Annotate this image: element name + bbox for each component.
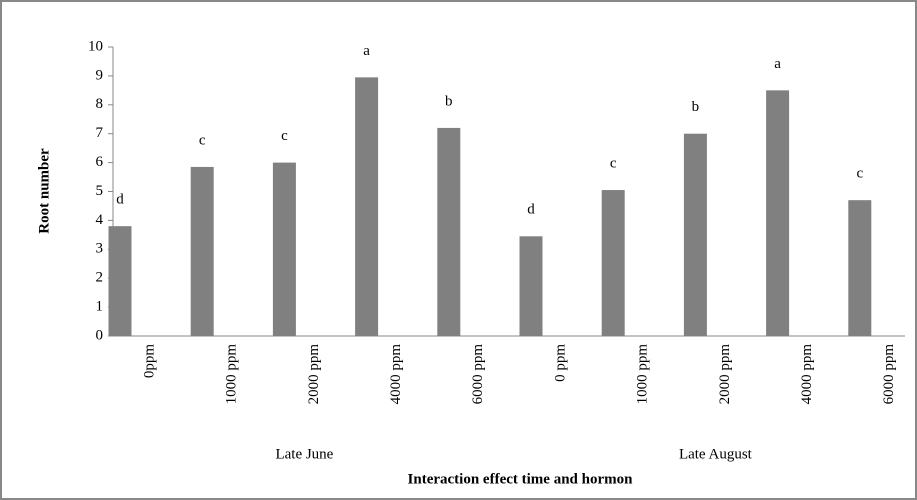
x-tick-label: 2000 ppm [306,344,322,405]
significance-letter: d [116,192,124,208]
x-tick-label: 6000 ppm [470,344,486,405]
significance-letter: b [445,93,453,109]
significance-letter: d [527,202,535,218]
y-tick-label: 10 [88,38,103,54]
bar [848,200,872,336]
significance-letter: c [199,132,206,148]
bar [355,77,379,336]
y-axis-title: Root number [36,148,52,234]
significance-letter: c [610,155,617,171]
y-tick-label: 8 [96,96,104,112]
bar [272,162,296,336]
x-tick-label: 0 ppm [552,344,568,382]
significance-letter: c [856,166,863,182]
y-tick-label: 4 [96,212,104,228]
x-tick-label: 4000 ppm [799,344,815,405]
y-tick-label: 3 [96,241,104,257]
y-tick-label: 7 [96,125,104,141]
group-label: Late June [275,446,333,462]
significance-letter: c [281,128,288,144]
bar [108,226,132,336]
x-tick-label: 0ppm [141,344,157,379]
y-tick-label: 6 [96,154,104,170]
bar [190,166,214,336]
x-tick-label: 4000 ppm [388,344,404,405]
y-tick-label: 9 [96,67,104,83]
bar [766,90,790,336]
y-tick-label: 2 [96,270,104,286]
y-tick-label: 0 [96,327,104,343]
x-axis-title: Interaction effect time and hormon [408,471,634,487]
bar [683,133,707,336]
bar [601,190,625,336]
x-tick-label: 1000 ppm [224,344,240,405]
y-tick-label: 1 [96,299,104,315]
bar [519,236,543,336]
group-label: Late August [679,446,753,462]
significance-letter: a [774,56,781,72]
bar [437,127,461,336]
y-tick-label: 5 [96,183,104,199]
significance-letter: a [363,43,370,59]
significance-letter: b [692,99,700,115]
x-tick-label: 6000 ppm [881,344,897,405]
x-tick-label: 2000 ppm [717,344,733,405]
x-tick-label: 1000 ppm [635,344,651,405]
